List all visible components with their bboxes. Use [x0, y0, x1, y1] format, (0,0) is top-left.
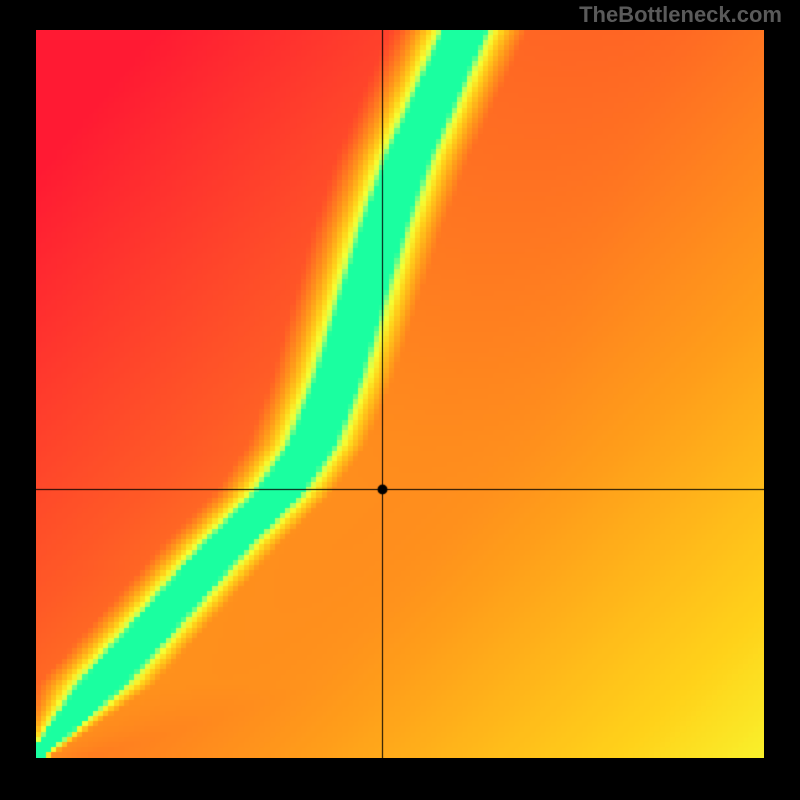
heatmap-canvas [36, 30, 764, 758]
watermark-text: TheBottleneck.com [579, 2, 782, 28]
chart-container: TheBottleneck.com [0, 0, 800, 800]
